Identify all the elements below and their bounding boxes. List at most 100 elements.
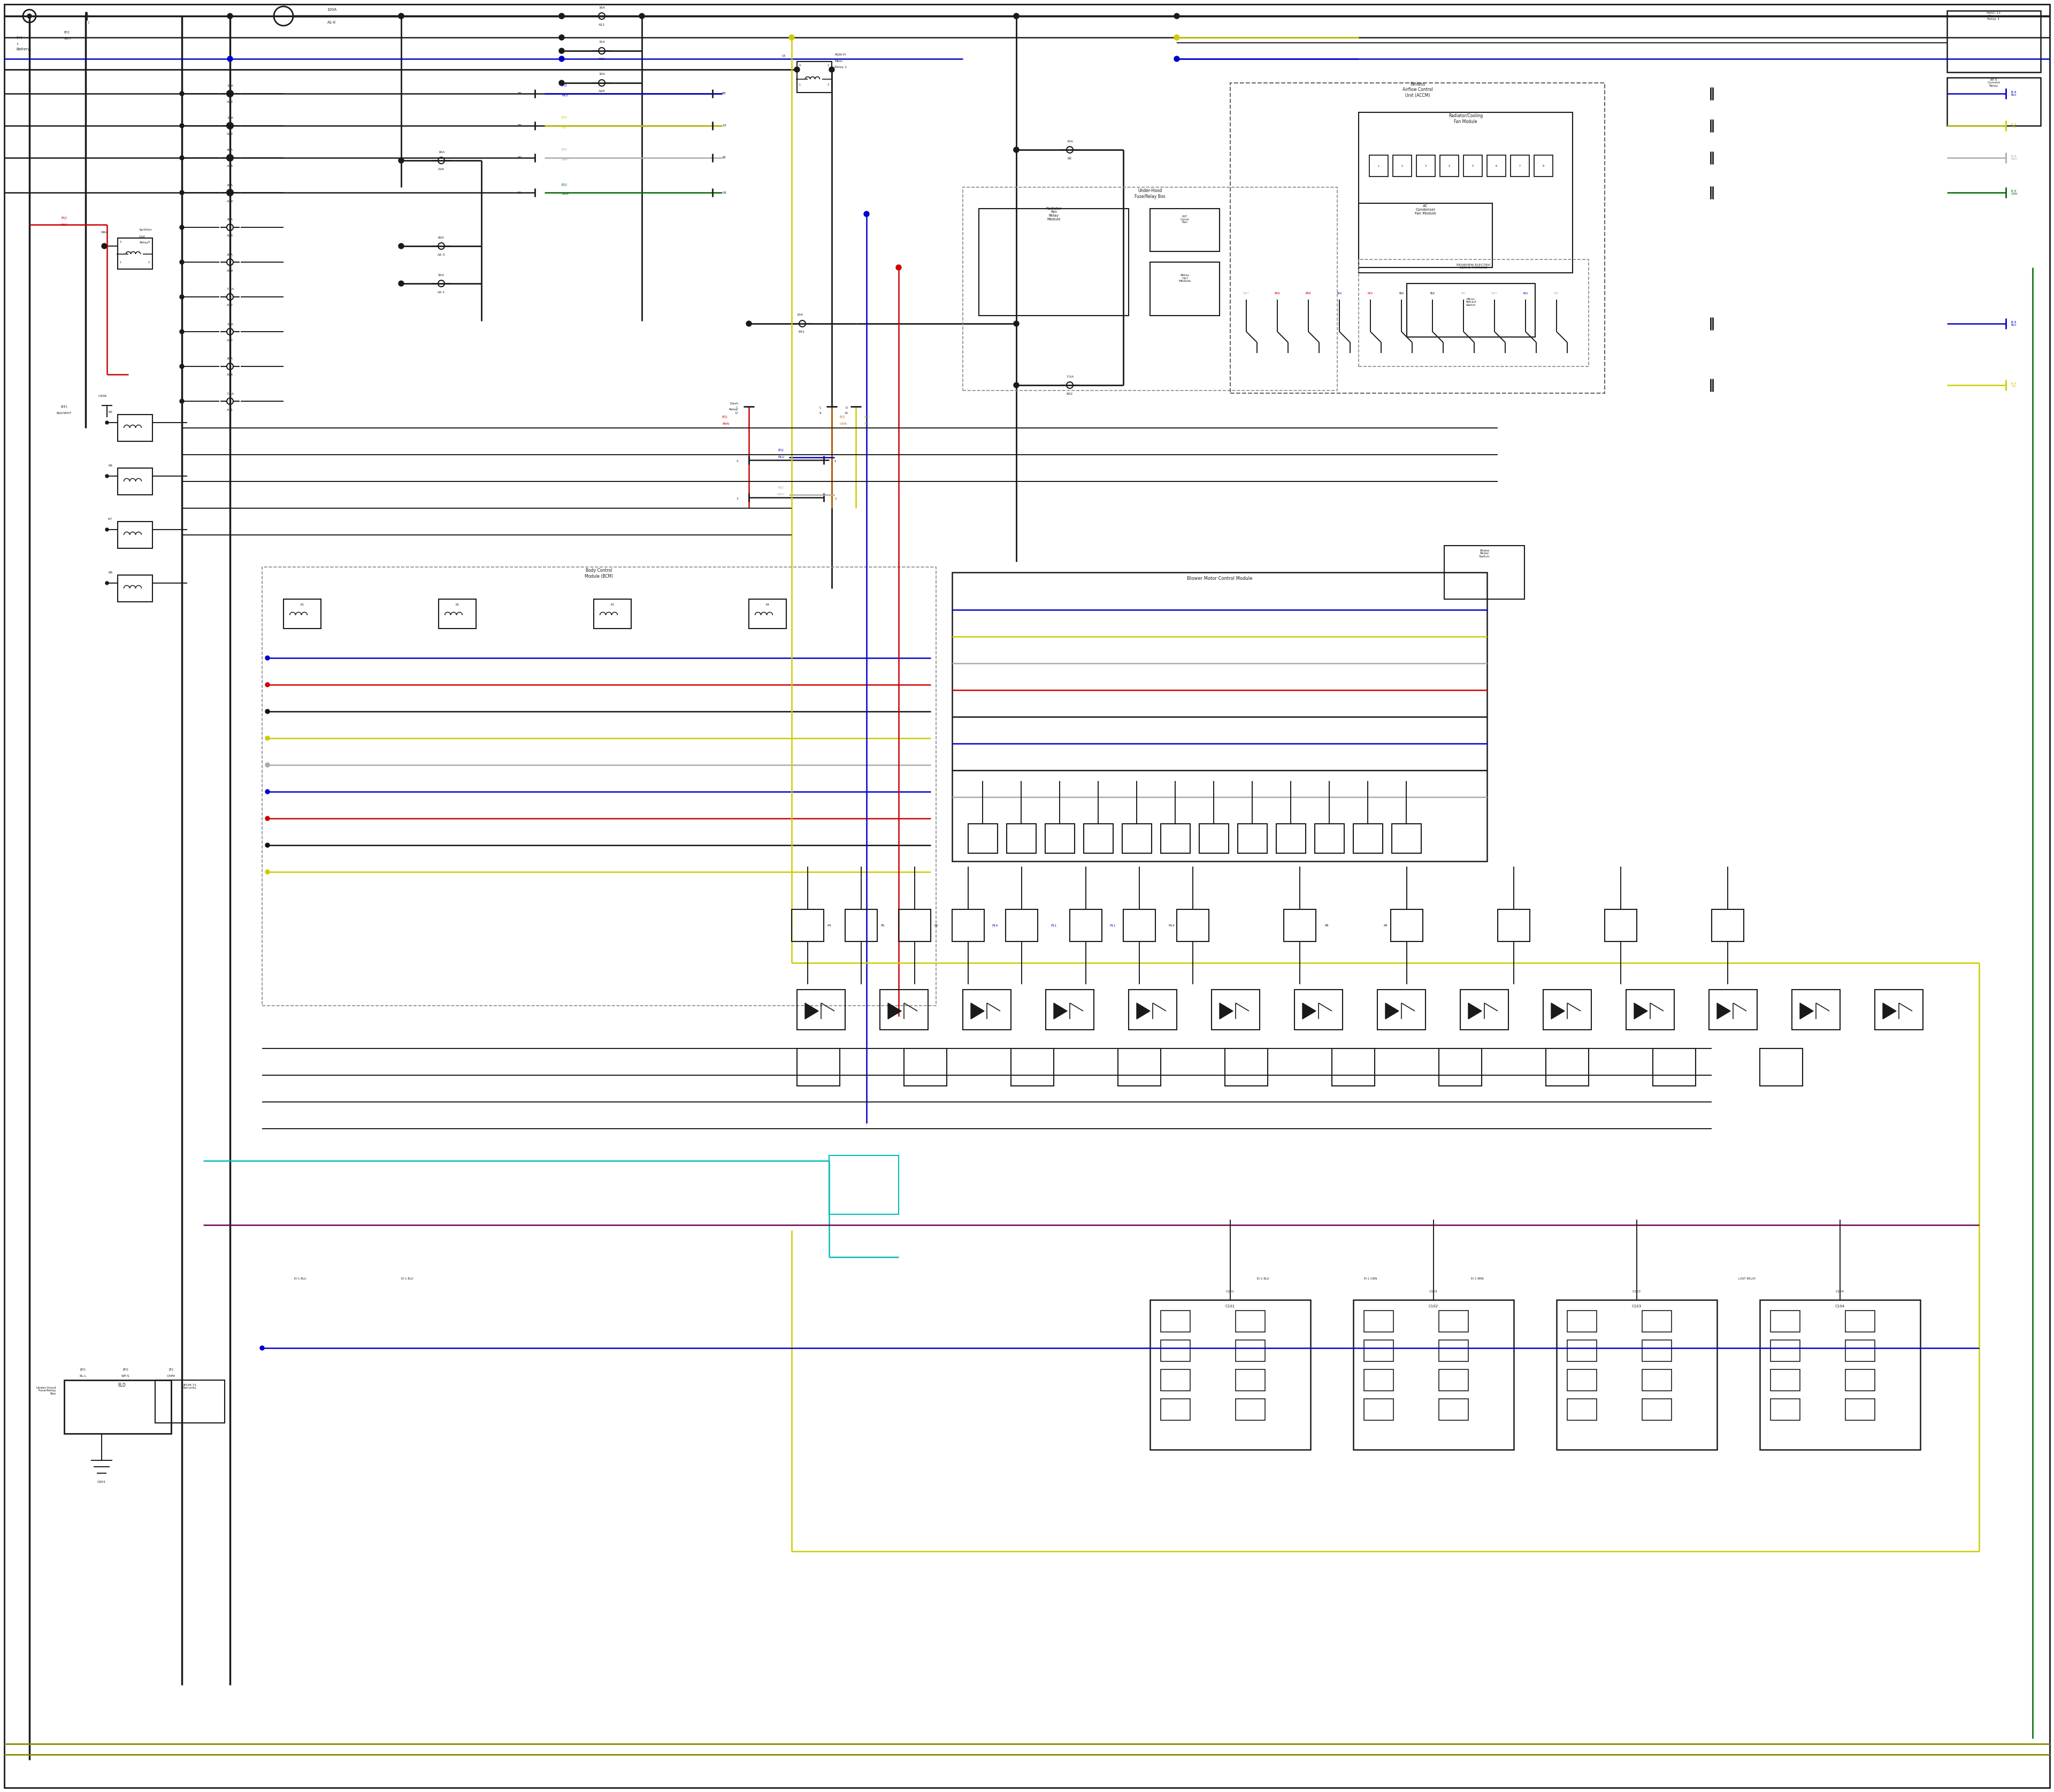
Bar bbox=[1358, 260, 1588, 366]
Bar bbox=[1604, 909, 1637, 941]
Text: [EJ]: [EJ] bbox=[561, 84, 567, 88]
Text: YEL: YEL bbox=[865, 423, 871, 425]
Text: 10: 10 bbox=[844, 412, 848, 414]
Circle shape bbox=[559, 81, 565, 86]
Bar bbox=[1875, 989, 1923, 1030]
Circle shape bbox=[261, 1346, 265, 1349]
Bar bbox=[1294, 989, 1343, 1030]
Text: C406: C406 bbox=[99, 394, 107, 398]
Text: IE-8
YEL: IE-8 YEL bbox=[2011, 382, 2017, 389]
Bar bbox=[1237, 1340, 1265, 1362]
Bar bbox=[1006, 909, 1037, 941]
Text: [EE]: [EE] bbox=[62, 405, 68, 409]
Text: Mirror
Retract
Switch: Mirror Retract Switch bbox=[1467, 297, 1477, 306]
Circle shape bbox=[265, 683, 269, 686]
Bar bbox=[1354, 1299, 1514, 1450]
Bar bbox=[1364, 1400, 1393, 1421]
Circle shape bbox=[105, 529, 109, 530]
Bar bbox=[1417, 156, 1436, 177]
Bar bbox=[1237, 1310, 1265, 1331]
Polygon shape bbox=[805, 1004, 817, 1020]
Text: A22: A22 bbox=[598, 57, 606, 61]
Bar bbox=[1547, 1048, 1588, 1086]
Text: C101: C101 bbox=[1226, 1290, 1234, 1294]
Text: BT-5
Current
Relay: BT-5 Current Relay bbox=[1986, 79, 2001, 88]
Text: C104: C104 bbox=[1836, 1290, 1844, 1294]
Circle shape bbox=[1013, 321, 1019, 326]
Bar bbox=[1947, 11, 2040, 72]
Circle shape bbox=[1013, 382, 1019, 387]
Bar bbox=[953, 909, 984, 941]
Circle shape bbox=[559, 48, 565, 54]
Circle shape bbox=[865, 211, 869, 217]
Polygon shape bbox=[1799, 1004, 1814, 1020]
Text: C104: C104 bbox=[1834, 1305, 1844, 1308]
Polygon shape bbox=[887, 1004, 902, 1020]
Text: [EI]: [EI] bbox=[123, 1367, 129, 1371]
Bar bbox=[1641, 1310, 1672, 1331]
Circle shape bbox=[1013, 147, 1019, 152]
Bar bbox=[1487, 156, 1506, 177]
Text: RL-L: RL-L bbox=[80, 1374, 86, 1378]
Text: GRY: GRY bbox=[1460, 292, 1467, 294]
Text: WHT: WHT bbox=[64, 38, 72, 39]
Text: (+): (+) bbox=[16, 36, 23, 39]
Circle shape bbox=[265, 656, 269, 659]
Circle shape bbox=[559, 13, 565, 18]
Polygon shape bbox=[1717, 1004, 1729, 1020]
Circle shape bbox=[830, 66, 834, 72]
Text: Relay 1: Relay 1 bbox=[834, 66, 846, 68]
Circle shape bbox=[105, 581, 109, 584]
Circle shape bbox=[181, 190, 185, 195]
Text: 26: 26 bbox=[723, 156, 727, 159]
Text: Relay: Relay bbox=[140, 242, 148, 244]
Text: A17: A17 bbox=[226, 339, 234, 342]
Bar bbox=[1709, 989, 1756, 1030]
Text: 15A: 15A bbox=[226, 116, 234, 120]
Text: A29: A29 bbox=[598, 90, 606, 93]
Bar bbox=[1393, 824, 1421, 853]
Bar bbox=[1543, 989, 1592, 1030]
Polygon shape bbox=[1054, 1004, 1068, 1020]
Bar bbox=[1161, 1369, 1189, 1391]
Text: P10: P10 bbox=[992, 925, 998, 926]
Bar bbox=[1760, 1048, 1803, 1086]
Bar bbox=[1771, 1400, 1799, 1421]
Text: WHT: WHT bbox=[776, 493, 785, 496]
Text: C102: C102 bbox=[1430, 1290, 1438, 1294]
Bar bbox=[1354, 824, 1382, 853]
Bar bbox=[963, 989, 1011, 1030]
Circle shape bbox=[398, 244, 405, 249]
Bar bbox=[791, 909, 824, 941]
Text: BLU: BLU bbox=[778, 455, 785, 459]
Bar bbox=[1011, 1048, 1054, 1086]
Bar bbox=[844, 909, 877, 941]
Text: 50A: 50A bbox=[438, 274, 444, 276]
Text: K5: K5 bbox=[109, 410, 113, 414]
Text: Body Control
Module (BCM): Body Control Module (BCM) bbox=[585, 568, 614, 579]
Bar bbox=[1161, 824, 1189, 853]
Text: P4: P4 bbox=[828, 925, 832, 926]
Polygon shape bbox=[1384, 1004, 1399, 1020]
Text: P8: P8 bbox=[1325, 925, 1329, 926]
Bar bbox=[1462, 156, 1483, 177]
Bar bbox=[1771, 1369, 1799, 1391]
Circle shape bbox=[181, 156, 185, 159]
Text: G001: G001 bbox=[97, 1480, 107, 1484]
Bar bbox=[1237, 1400, 1265, 1421]
Bar bbox=[1844, 1310, 1875, 1331]
Bar bbox=[117, 575, 152, 602]
Text: C103: C103 bbox=[1631, 1305, 1641, 1308]
Bar bbox=[1045, 824, 1074, 853]
Bar bbox=[1844, 1400, 1875, 1421]
Bar bbox=[1128, 989, 1177, 1030]
Circle shape bbox=[559, 56, 565, 61]
Text: 30A: 30A bbox=[226, 358, 234, 360]
Text: IPCM-71
Security: IPCM-71 Security bbox=[183, 1383, 197, 1389]
Text: 15A: 15A bbox=[226, 84, 234, 88]
Text: [EI]: [EI] bbox=[64, 30, 70, 34]
Bar bbox=[1653, 1048, 1697, 1086]
Bar bbox=[1844, 1369, 1875, 1391]
Polygon shape bbox=[1551, 1004, 1565, 1020]
Text: ELD: ELD bbox=[117, 1383, 125, 1387]
